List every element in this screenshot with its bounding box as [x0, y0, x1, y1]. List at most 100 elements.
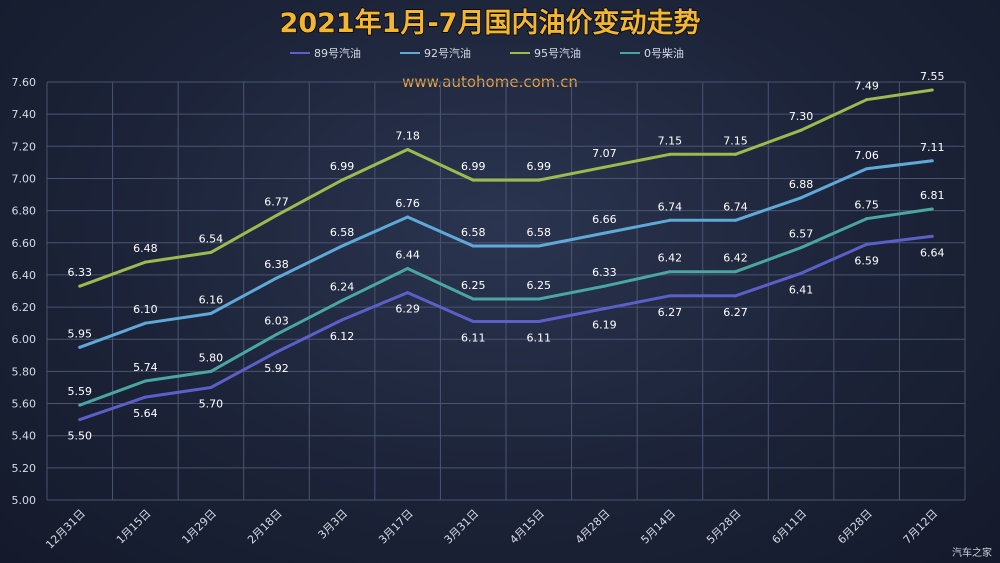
data-label: 6.24	[330, 281, 355, 294]
data-label: 7.30	[789, 110, 814, 123]
y-tick-label: 6.40	[12, 269, 37, 282]
data-point	[275, 350, 278, 354]
data-point	[537, 320, 541, 324]
data-point	[471, 297, 475, 301]
legend-entry: 89号汽油	[314, 46, 361, 60]
data-label: 6.58	[527, 226, 552, 239]
data-point	[78, 403, 82, 407]
data-point	[340, 299, 344, 303]
data-label: 5.64	[133, 407, 158, 420]
chart-data-labels: 5.50 5.64 5.70 5.92 6.12 6.29 6.11 6.11 6.19 6.27…	[68, 70, 945, 443]
data-label: 6.41	[789, 283, 814, 296]
data-label: 6.27	[723, 306, 748, 319]
data-point	[143, 395, 147, 399]
data-label: 5.50	[68, 430, 93, 443]
data-point	[668, 152, 672, 156]
data-label: 6.75	[854, 199, 879, 212]
y-tick-label: 5.40	[12, 430, 37, 443]
x-tick-label: 2月18日	[245, 507, 285, 547]
y-tick-label: 6.00	[12, 333, 37, 346]
data-point	[340, 178, 344, 182]
data-label: 6.33	[592, 266, 617, 279]
data-point	[799, 271, 803, 275]
data-point	[930, 88, 934, 92]
data-label: 6.03	[264, 314, 289, 327]
data-label: 6.33	[68, 266, 93, 279]
data-point	[799, 246, 803, 250]
data-point	[602, 165, 606, 169]
data-label: 6.77	[264, 195, 289, 208]
x-tick-label: 3月31日	[442, 507, 482, 547]
data-point	[537, 244, 541, 248]
x-tick-label: 3月3日	[316, 507, 351, 542]
data-label: 6.48	[133, 242, 158, 255]
data-point	[602, 284, 606, 288]
data-point	[734, 294, 737, 298]
data-label: 7.18	[395, 130, 420, 143]
data-label: 6.42	[658, 252, 683, 265]
data-label: 6.44	[395, 248, 420, 261]
data-label: 6.54	[199, 232, 224, 245]
y-tick-label: 6.60	[12, 237, 37, 250]
series-line	[78, 159, 934, 349]
data-point	[209, 385, 213, 389]
series-line	[78, 234, 934, 422]
data-point	[930, 159, 934, 163]
data-label: 6.81	[920, 189, 945, 202]
data-point	[602, 231, 606, 235]
legend-entry: 95号汽油	[534, 46, 581, 60]
data-label: 7.49	[854, 80, 879, 93]
x-tick-label: 5月14日	[638, 507, 678, 547]
data-label: 6.99	[461, 160, 486, 173]
data-point	[406, 291, 410, 295]
data-point	[668, 270, 672, 274]
chart-series	[78, 88, 934, 422]
data-label: 6.64	[920, 246, 945, 259]
data-point	[471, 244, 475, 248]
data-label: 5.95	[68, 327, 93, 340]
data-point	[668, 294, 672, 298]
x-axis: 12月31日 1月15日 1月29日 2月18日 3月3日 3月17日 3月31日 4月15日…	[43, 507, 940, 552]
y-tick-label: 6.80	[12, 205, 37, 218]
y-tick-label: 5.60	[12, 398, 37, 411]
data-label: 6.10	[133, 303, 158, 316]
data-point	[275, 213, 278, 217]
data-point	[209, 369, 213, 373]
x-tick-label: 4月15日	[507, 507, 547, 547]
y-tick-label: 5.80	[12, 365, 37, 378]
data-label: 7.15	[658, 134, 683, 147]
y-tick-label: 7.00	[12, 172, 37, 185]
data-label: 6.74	[723, 200, 748, 213]
data-point	[143, 260, 147, 264]
data-label: 6.25	[527, 279, 552, 292]
series-line	[78, 207, 934, 407]
data-label: 6.42	[723, 252, 748, 265]
data-point	[865, 217, 869, 221]
y-tick-label: 5.00	[12, 494, 37, 507]
data-point	[340, 318, 344, 322]
y-tick-label: 6.20	[12, 301, 37, 314]
data-point	[865, 98, 869, 102]
data-point	[275, 276, 278, 280]
data-label: 6.59	[854, 254, 879, 267]
data-label: 7.06	[854, 149, 879, 162]
x-tick-label: 3月17日	[376, 507, 416, 547]
y-tick-label: 7.40	[12, 108, 37, 121]
data-label: 6.58	[461, 226, 486, 239]
data-label: 7.11	[920, 141, 945, 154]
data-point	[734, 270, 737, 274]
chart-grid	[46, 81, 966, 501]
data-point	[340, 244, 344, 248]
data-label: 6.57	[789, 228, 814, 241]
chart-legend: 89号汽油 92号汽油 95号汽油 0号柴油	[290, 46, 684, 60]
data-label: 7.55	[920, 70, 945, 83]
x-tick-label: 12月31日	[43, 507, 88, 552]
x-tick-label: 4月28日	[573, 507, 613, 547]
data-point	[734, 152, 737, 156]
data-point	[471, 320, 475, 324]
y-tick-label: 7.60	[12, 76, 37, 89]
data-point	[143, 321, 147, 325]
data-label: 7.07	[592, 147, 617, 160]
data-label: 5.59	[68, 385, 93, 398]
